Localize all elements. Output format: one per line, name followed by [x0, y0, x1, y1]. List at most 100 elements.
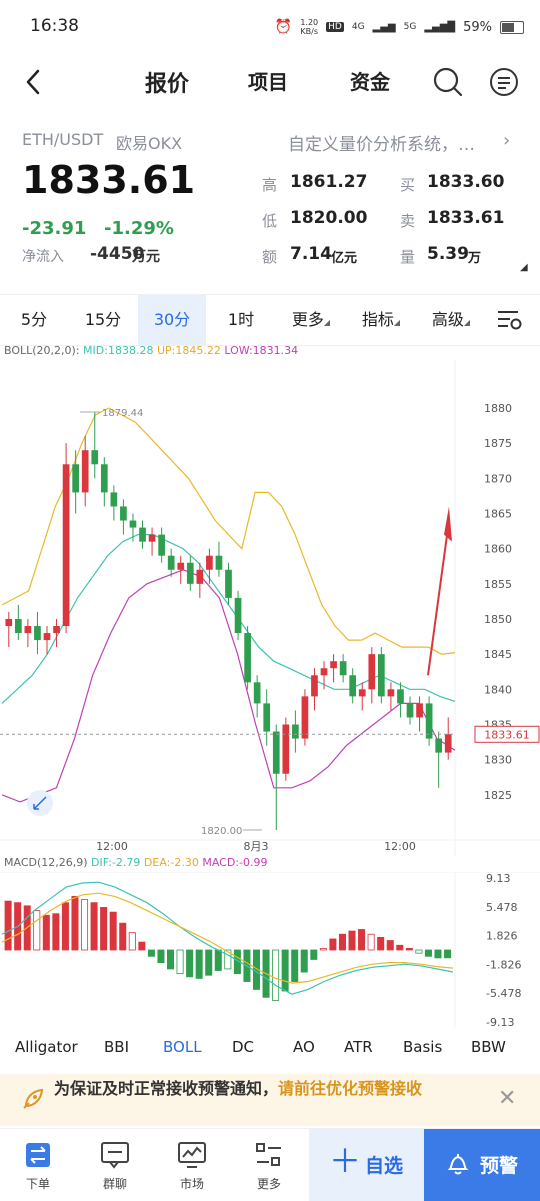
menu-icon[interactable] [488, 66, 522, 100]
candle-body [129, 520, 137, 528]
chart-settings-icon[interactable] [496, 308, 524, 332]
candle-body [416, 703, 423, 718]
bottom-chat-button[interactable]: 群聊 [77, 1129, 153, 1201]
macd-chart[interactable]: 9.13 5.478 1.826 -1.826 -5.478 -9.13 [0, 872, 540, 1028]
stat-label-turnover: 额 [262, 248, 278, 266]
macd-bar [348, 930, 356, 951]
macd-bar [367, 933, 375, 951]
candle-body [177, 562, 185, 570]
price-alert-label: 预警 [480, 1155, 519, 1177]
indicator-basis[interactable]: Basis [403, 1038, 443, 1056]
macd-legend-dea: DEA:-2.30 [143, 856, 199, 869]
macd-bar [291, 949, 299, 982]
macd-bar [358, 929, 366, 951]
notice-text: 为保证及时正常接收预警通知， [54, 1079, 279, 1098]
macd-bar [81, 899, 89, 951]
bottom-more-button[interactable]: 更多 [231, 1129, 307, 1201]
trend-arrow-line [427, 520, 450, 676]
period-5m[interactable]: 5分 [20, 310, 48, 329]
net-speed-unit: KB/s [300, 27, 319, 36]
status-bar: 16:38 ⏰ 1.20 KB/s HD 4G ▂▄▆ 5G ▂▄▆█ 59% [0, 0, 540, 56]
notice-banner: 为保证及时正常接收预警通知，请前往优化预警接收 ✕ [0, 1074, 540, 1126]
dea-line [1, 892, 454, 984]
tab-funds[interactable]: 资金 [350, 70, 390, 94]
order-icon [26, 1143, 50, 1167]
candle-body [215, 555, 223, 570]
expand-arrows-icon [27, 790, 53, 816]
candle-body [311, 675, 318, 697]
indicator-ao[interactable]: AO [293, 1038, 315, 1056]
macd-bar [195, 949, 203, 979]
price-change-pct: -1.29% [104, 218, 174, 239]
more-grid-icon [256, 1143, 281, 1166]
x-tick-label: 12:00 [96, 840, 128, 853]
macd-bar [405, 948, 413, 951]
period-bar: 5分 15分 30分 1时 更多◢ 指标◢ 高级◢ [0, 294, 540, 346]
bottom-market-button[interactable]: 市场 [154, 1129, 230, 1201]
period-1h[interactable]: 1时 [227, 310, 255, 329]
expand-corner-icon[interactable]: ◢ [520, 262, 528, 273]
dif-line [1, 881, 454, 995]
indicator-boll[interactable]: BOLL [163, 1038, 202, 1056]
close-icon[interactable]: ✕ [498, 1086, 517, 1111]
boll-legend-name: BOLL(20,2,0): [4, 344, 80, 357]
rocket-icon [23, 1088, 44, 1109]
candle-body [282, 724, 290, 774]
indicator-bbi[interactable]: BBI [104, 1038, 130, 1056]
net-inflow-unit: 万元 [132, 249, 160, 265]
x-tick-label: 8月3 [244, 840, 269, 853]
search-icon[interactable] [432, 66, 464, 98]
plus-icon: ＋ [329, 1142, 362, 1180]
period-indicators[interactable]: 指标◢ [346, 295, 416, 345]
candle-body [167, 555, 175, 570]
candle-body [158, 534, 165, 556]
y-tick-label: 1875 [484, 437, 512, 450]
pair-name: ETH/USDT [22, 130, 104, 149]
candle-body [53, 626, 60, 634]
candle-body [339, 661, 347, 676]
bell-icon [447, 1154, 469, 1175]
period-advanced[interactable]: 高级◢ [416, 295, 486, 345]
macd-bar [157, 949, 165, 964]
battery-icon [500, 20, 524, 34]
back-arrow-icon[interactable] [22, 68, 46, 96]
macd-y-tick-label: -9.13 [486, 1016, 514, 1028]
candle-body [301, 696, 309, 739]
bottom-order-button[interactable]: 下单 [0, 1129, 76, 1201]
tab-quote[interactable]: 报价 [145, 72, 190, 97]
max-price-label: 1879.44 [102, 408, 143, 419]
notice-link[interactable]: 请前往优化预警接收 [278, 1079, 423, 1098]
macd-bar [61, 902, 69, 951]
last-price-tag [474, 725, 540, 743]
candle-body [425, 703, 433, 739]
alarm-icon: ⏰ [274, 19, 293, 35]
promo-link[interactable]: 自定义量价分析系统，… [288, 135, 475, 155]
chevron-right-icon[interactable]: › [503, 130, 511, 151]
indicator-bbw[interactable]: BBW [471, 1038, 506, 1056]
macd-bar [138, 941, 146, 951]
macd-bar [415, 949, 423, 954]
candle-body [349, 675, 357, 697]
kline-chart[interactable]: 1880187518701865186018551850184518401835… [0, 360, 540, 856]
indicator-alligator[interactable]: Alligator [15, 1038, 78, 1056]
quote-header: ETH/USDT 欧易OKX 自定义量价分析系统，… › 1833.61 -23… [0, 122, 540, 292]
sim1-label: 4G [351, 22, 365, 32]
add-watchlist-button[interactable]: ＋ 自选 [309, 1129, 424, 1201]
tab-project[interactable]: 项目 [248, 70, 288, 94]
indicator-atr[interactable]: ATR [344, 1038, 373, 1056]
macd-bar [176, 949, 184, 975]
sim2-label: 5G [403, 22, 417, 32]
period-15m[interactable]: 15分 [84, 310, 122, 329]
macd-bar [338, 933, 346, 951]
price-alert-button[interactable]: 预警 [424, 1129, 540, 1201]
y-tick-label: 1880 [484, 402, 512, 415]
indicator-dc[interactable]: DC [232, 1038, 255, 1056]
period-more[interactable]: 更多◢ [276, 295, 346, 345]
stat-value-volume: 5.39 [427, 244, 469, 264]
candle-body [148, 534, 156, 542]
dropdown-corner-icon: ◢ [393, 318, 401, 327]
candle-body [62, 464, 70, 627]
candle-body [43, 633, 51, 641]
macd-bar [396, 944, 404, 951]
period-30m[interactable]: 30分 [138, 295, 206, 345]
